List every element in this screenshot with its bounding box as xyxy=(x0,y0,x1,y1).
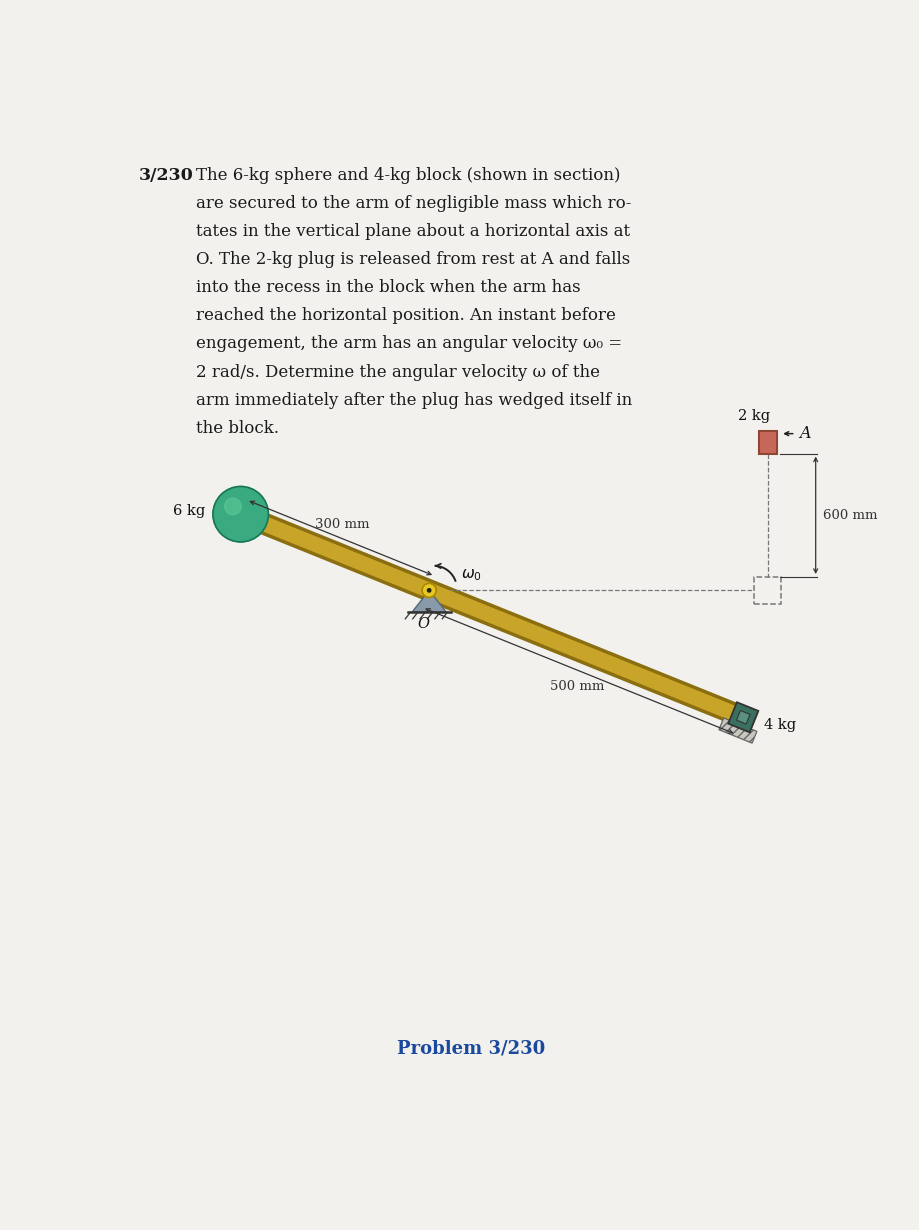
Text: 6 kg: 6 kg xyxy=(173,504,205,518)
Text: O. The 2-kg plug is released from rest at A and falls: O. The 2-kg plug is released from rest a… xyxy=(196,251,630,268)
Text: 300 mm: 300 mm xyxy=(315,518,369,530)
Text: 600 mm: 600 mm xyxy=(823,509,877,522)
Text: The 6-kg sphere and 4-kg block (shown in section): The 6-kg sphere and 4-kg block (shown in… xyxy=(196,167,619,183)
Text: tates in the vertical plane about a horizontal axis at: tates in the vertical plane about a hori… xyxy=(196,223,630,240)
Circle shape xyxy=(224,498,241,514)
Text: into the recess in the block when the arm has: into the recess in the block when the ar… xyxy=(196,279,580,296)
Text: O: O xyxy=(416,616,428,631)
Polygon shape xyxy=(736,711,749,724)
Bar xyxy=(758,430,777,454)
Circle shape xyxy=(212,487,268,542)
Polygon shape xyxy=(412,590,446,611)
Polygon shape xyxy=(728,702,757,732)
Circle shape xyxy=(422,583,436,598)
Text: 2 rad/s. Determine the angular velocity ω of the: 2 rad/s. Determine the angular velocity … xyxy=(196,364,599,380)
Text: are secured to the arm of negligible mass which ro-: are secured to the arm of negligible mas… xyxy=(196,194,630,212)
Text: Problem 3/230: Problem 3/230 xyxy=(397,1039,545,1058)
Text: 2 kg: 2 kg xyxy=(737,408,769,423)
Text: 3/230: 3/230 xyxy=(139,167,194,183)
Text: arm immediately after the plug has wedged itself in: arm immediately after the plug has wedge… xyxy=(196,391,631,408)
Circle shape xyxy=(427,589,430,592)
Text: $\omega_0$: $\omega_0$ xyxy=(460,567,481,583)
Polygon shape xyxy=(718,718,756,743)
Text: 500 mm: 500 mm xyxy=(550,680,604,692)
Text: the block.: the block. xyxy=(196,419,278,437)
Text: 4 kg: 4 kg xyxy=(764,718,796,732)
Text: A: A xyxy=(798,426,810,442)
Text: reached the horizontal position. An instant before: reached the horizontal position. An inst… xyxy=(196,308,615,325)
Text: engagement, the arm has an angular velocity ω₀ =: engagement, the arm has an angular veloc… xyxy=(196,336,621,353)
